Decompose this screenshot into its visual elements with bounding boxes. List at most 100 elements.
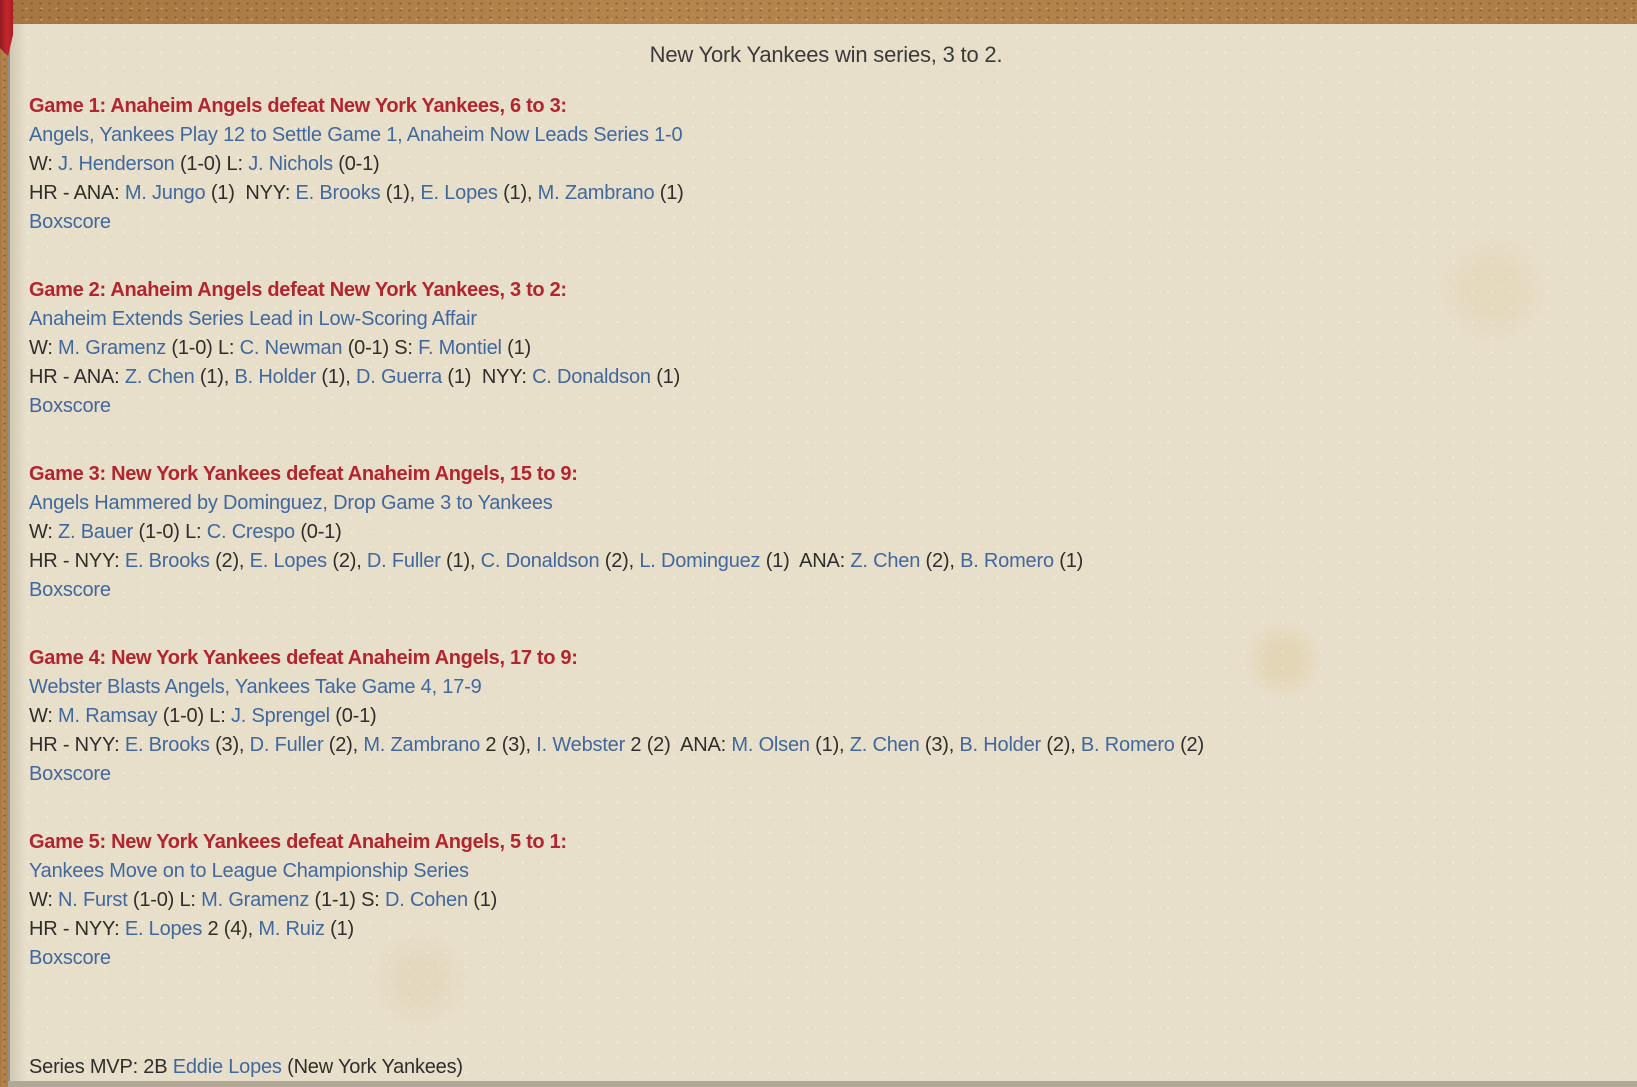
pitcher-name-link[interactable]: M. Ramsay: [58, 705, 158, 727]
pitcher-record-text: (0-1): [329, 705, 377, 727]
hr-player-link[interactable]: C. Donaldson: [480, 550, 600, 572]
series-result-title: New York Yankees win series, 3 to 2.: [649, 42, 1003, 67]
hr-count-text: (1),: [380, 182, 421, 204]
hr-count-text: (1),: [809, 734, 850, 756]
game-pitchers-line: W: M. Ramsay (1-0) L: J. Sprengel (0-1): [29, 702, 1623, 731]
hr-player-link[interactable]: B. Romero: [1080, 734, 1175, 756]
hr-player-link[interactable]: E. Lopes: [124, 918, 203, 940]
boxscore-link[interactable]: Boxscore: [29, 763, 111, 785]
hr-count-text: 2 (3),: [480, 734, 537, 756]
hr-count-text: (3),: [919, 734, 960, 756]
boxscore-link[interactable]: Boxscore: [29, 947, 111, 969]
hr-player-link[interactable]: D. Fuller: [366, 550, 441, 572]
hr-player-link[interactable]: E. Brooks: [124, 734, 210, 756]
game-homeruns-line: HR - ANA: M. Jungo (1) NYY: E. Brooks (1…: [29, 179, 1623, 208]
mvp-player-link[interactable]: Eddie Lopes: [172, 1056, 282, 1078]
pitcher-record-text: (0-1): [342, 337, 389, 359]
game-block: Game 2: Anaheim Angels defeat New York Y…: [29, 276, 1623, 421]
game-pitchers-line: W: Z. Bauer (1-0) L: C. Crespo (0-1): [29, 518, 1623, 547]
pitcher-name-link[interactable]: C. Newman: [239, 337, 343, 359]
hr-count-text: (1): [205, 182, 235, 204]
hr-player-link[interactable]: E. Lopes: [249, 550, 328, 572]
hr-player-link[interactable]: B. Holder: [234, 366, 317, 388]
hr-team-label: NYY:: [74, 550, 125, 572]
hr-player-link[interactable]: M. Olsen: [731, 734, 810, 756]
hr-team-label: ANA:: [73, 366, 125, 388]
hr-team-label: NYY:: [74, 918, 125, 940]
pitcher-record-text: (1-1): [309, 889, 356, 911]
homeruns-label: HR -: [29, 366, 74, 388]
game-headline-link[interactable]: Anaheim Extends Series Lead in Low-Scori…: [29, 308, 477, 330]
boxscore-link[interactable]: Boxscore: [29, 211, 111, 233]
hr-player-link[interactable]: Z. Chen: [124, 366, 195, 388]
pitcher-name-link[interactable]: J. Sprengel: [230, 705, 330, 727]
hr-player-link[interactable]: M. Zambrano: [537, 182, 655, 204]
pitcher-role-label: L:: [203, 705, 231, 727]
pitcher-name-link[interactable]: J. Nichols: [248, 153, 333, 175]
hr-player-link[interactable]: I. Webster: [536, 734, 626, 756]
pitcher-record-text: (1-0): [166, 337, 213, 359]
hr-player-link[interactable]: M. Zambrano: [363, 734, 481, 756]
boxscore-link[interactable]: Boxscore: [29, 579, 111, 601]
hr-player-link[interactable]: Z. Chen: [849, 734, 920, 756]
hr-player-link[interactable]: C. Donaldson: [532, 366, 651, 388]
hr-player-link[interactable]: D. Fuller: [249, 734, 324, 756]
pitcher-role-label: L:: [221, 153, 249, 175]
game-headline-link[interactable]: Angels Hammered by Dominguez, Drop Game …: [29, 492, 553, 514]
game-boxscore-line: Boxscore: [29, 944, 1623, 973]
red-ribbon-fragment: [0, 0, 13, 56]
game-homeruns-line: HR - ANA: Z. Chen (1), B. Holder (1), D.…: [29, 363, 1623, 392]
boxscore-link[interactable]: Boxscore: [29, 395, 111, 417]
pitcher-name-link[interactable]: D. Cohen: [384, 889, 468, 911]
pitcher-name-link[interactable]: N. Furst: [58, 889, 128, 911]
hr-count-text: (2),: [323, 734, 364, 756]
panel-bottom-edge: [8, 1081, 1637, 1087]
hr-player-link[interactable]: D. Guerra: [355, 366, 442, 388]
hr-count-text: (1): [654, 182, 684, 204]
game-headline-link[interactable]: Angels, Yankees Play 12 to Settle Game 1…: [29, 124, 683, 146]
game-heading: Game 2: Anaheim Angels defeat New York Y…: [29, 279, 567, 301]
hr-count-text: (2),: [327, 550, 367, 572]
game-heading: Game 1: Anaheim Angels defeat New York Y…: [29, 95, 567, 117]
game-pitchers-line: W: J. Henderson (1-0) L: J. Nichols (0-1…: [29, 150, 1623, 179]
hr-player-link[interactable]: B. Romero: [960, 550, 1054, 572]
pitcher-name-link[interactable]: F. Montiel: [418, 337, 502, 359]
hr-player-link[interactable]: L. Dominguez: [639, 550, 761, 572]
hr-team-label: ANA:: [670, 734, 732, 756]
game-boxscore-line: Boxscore: [29, 392, 1623, 421]
game-headline-link[interactable]: Webster Blasts Angels, Yankees Take Game…: [29, 676, 482, 698]
hr-player-link[interactable]: M. Jungo: [124, 182, 206, 204]
game-headline-line: Angels, Yankees Play 12 to Settle Game 1…: [29, 121, 1623, 150]
game-headline-line: Anaheim Extends Series Lead in Low-Scori…: [29, 305, 1623, 334]
pitcher-record-text: (1): [467, 889, 498, 911]
hr-player-link[interactable]: B. Holder: [959, 734, 1041, 756]
hr-team-label: NYY:: [234, 182, 296, 204]
pitcher-name-link[interactable]: M. Gramenz: [58, 337, 167, 359]
games-list: Game 1: Anaheim Angels defeat New York Y…: [29, 92, 1623, 973]
mvp-prefix-text: Series MVP: 2B: [29, 1056, 173, 1078]
game-homeruns-line: HR - NYY: E. Lopes 2 (4), M. Ruiz (1): [29, 915, 1623, 944]
hr-player-link[interactable]: E. Brooks: [124, 550, 210, 572]
pitcher-role-label: L:: [212, 337, 240, 359]
pitcher-name-link[interactable]: Z. Bauer: [58, 521, 134, 543]
game-headline-link[interactable]: Yankees Move on to League Championship S…: [29, 860, 469, 882]
pitcher-record-text: (0-1): [332, 153, 380, 175]
pitcher-record-text: (1-0): [133, 521, 180, 543]
pitcher-name-link[interactable]: M. Gramenz: [201, 889, 310, 911]
mvp-suffix-text: (New York Yankees): [281, 1056, 463, 1078]
pitcher-name-link[interactable]: C. Crespo: [206, 521, 295, 543]
pitcher-record-text: (1-0): [127, 889, 175, 911]
hr-count-text: (1): [760, 550, 790, 572]
game-heading: Game 4: New York Yankees defeat Anaheim …: [29, 647, 578, 669]
hr-player-link[interactable]: M. Ruiz: [258, 918, 325, 940]
hr-player-link[interactable]: Z. Chen: [850, 550, 921, 572]
pitcher-name-link[interactable]: J. Henderson: [58, 153, 175, 175]
hr-player-link[interactable]: E. Brooks: [295, 182, 381, 204]
wood-border-left: [0, 0, 8, 1087]
hr-count-text: (2),: [920, 550, 961, 572]
hr-player-link[interactable]: E. Lopes: [420, 182, 498, 204]
hr-count-text: (2),: [209, 550, 250, 572]
game-homeruns-line: HR - NYY: E. Brooks (2), E. Lopes (2), D…: [29, 547, 1623, 576]
game-headline-line: Webster Blasts Angels, Yankees Take Game…: [29, 673, 1623, 702]
hr-count-text: (1): [1053, 550, 1084, 572]
